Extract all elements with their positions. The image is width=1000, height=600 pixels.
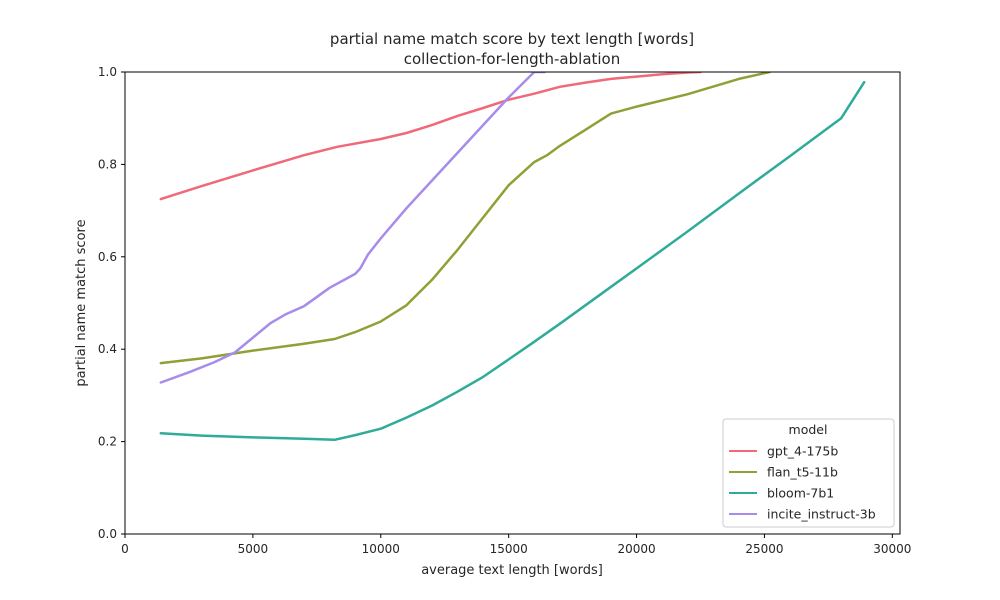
y-tick-label: 1.0 — [98, 65, 117, 79]
legend: model gpt_4-175b flan_t5-11b bloom-7b1 inci… — [722, 418, 895, 528]
x-tick-label: 10000 — [362, 542, 400, 556]
legend-label: incite_instruct-3b — [767, 507, 876, 522]
series-line-3 — [159, 80, 866, 442]
y-tick-label: 0.8 — [98, 157, 117, 171]
legend-label: bloom-7b1 — [767, 486, 834, 501]
x-tick-label: 15000 — [490, 542, 528, 556]
y-tick-label: 0.0 — [98, 527, 117, 541]
series-line-1 — [159, 72, 702, 201]
y-tick-label: 0.2 — [98, 435, 117, 449]
x-tick-label: 30000 — [873, 542, 911, 556]
y-axis-label: partial name match score — [74, 219, 89, 386]
x-tick-label: 25000 — [745, 542, 783, 556]
x-tick-label: 20000 — [617, 542, 655, 556]
chart-title: partial name match score by text length … — [330, 30, 694, 48]
series-line-4 — [159, 72, 546, 384]
x-axis-label: average text length [words] — [421, 563, 603, 578]
plot-lines — [159, 72, 866, 442]
legend-title: model — [789, 422, 828, 437]
legend-label: flan_t5-11b — [767, 465, 838, 480]
x-tick-label: 0 — [121, 542, 129, 556]
series-line-2 — [159, 72, 771, 365]
x-axis-ticks: 0 5000 10000 15000 20000 25000 30000 — [121, 534, 911, 556]
plot-area-frame — [124, 71, 901, 535]
y-tick-label: 0.6 — [98, 250, 117, 264]
y-tick-label: 0.4 — [98, 342, 117, 356]
legend-label: gpt_4-175b — [767, 444, 838, 459]
legend-box — [722, 418, 895, 528]
legend-items: gpt_4-175b flan_t5-11b bloom-7b1 incite_ins… — [729, 444, 876, 522]
x-tick-label: 5000 — [238, 542, 269, 556]
y-axis-ticks: 0.0 0.2 0.4 0.6 0.8 1.0 — [98, 65, 125, 541]
chart-subtitle: collection-for-length-ablation — [404, 50, 621, 68]
